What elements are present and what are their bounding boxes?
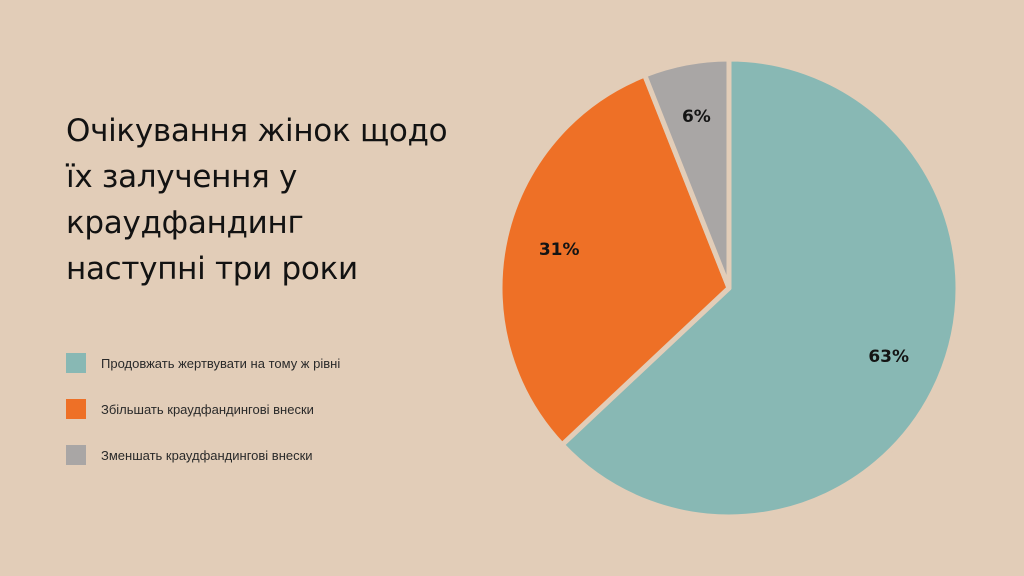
legend-swatch xyxy=(66,445,86,465)
legend-item: Продовжать жертвувати на тому ж рівні xyxy=(66,352,340,374)
chart-title-line: Очікування жінок щодо xyxy=(66,113,448,149)
chart-title-line: наступні три роки xyxy=(66,251,358,287)
legend-label: Зменшать краудфандингові внески xyxy=(101,447,313,463)
legend-swatch xyxy=(66,353,86,373)
chart-legend: Продовжать жертвувати на тому ж рівні Зб… xyxy=(66,352,340,490)
pie-slices xyxy=(497,56,961,520)
slice-value-label: 31% xyxy=(539,240,580,260)
chart-title: Очікування жінок щодо їх залучення у кра… xyxy=(66,108,486,292)
legend-label: Збільшать краудфандингові внески xyxy=(101,401,314,417)
slice-increase xyxy=(497,72,732,448)
legend-swatch xyxy=(66,399,86,419)
slice-value-label: 63% xyxy=(868,347,909,367)
slice-same-level xyxy=(559,56,961,520)
chart-title-line: краудфандинг xyxy=(66,205,304,241)
pie-labels: 63% 31% 6% xyxy=(539,107,909,367)
slice-value-label: 6% xyxy=(682,107,711,127)
legend-label: Продовжать жертвувати на тому ж рівні xyxy=(101,355,341,371)
slice-decrease xyxy=(642,56,732,291)
legend-item: Зменшать краудфандингові внески xyxy=(66,444,340,466)
chart-title-line: їх залучення у xyxy=(66,159,298,195)
legend-item: Збільшать краудфандингові внески xyxy=(66,398,340,420)
